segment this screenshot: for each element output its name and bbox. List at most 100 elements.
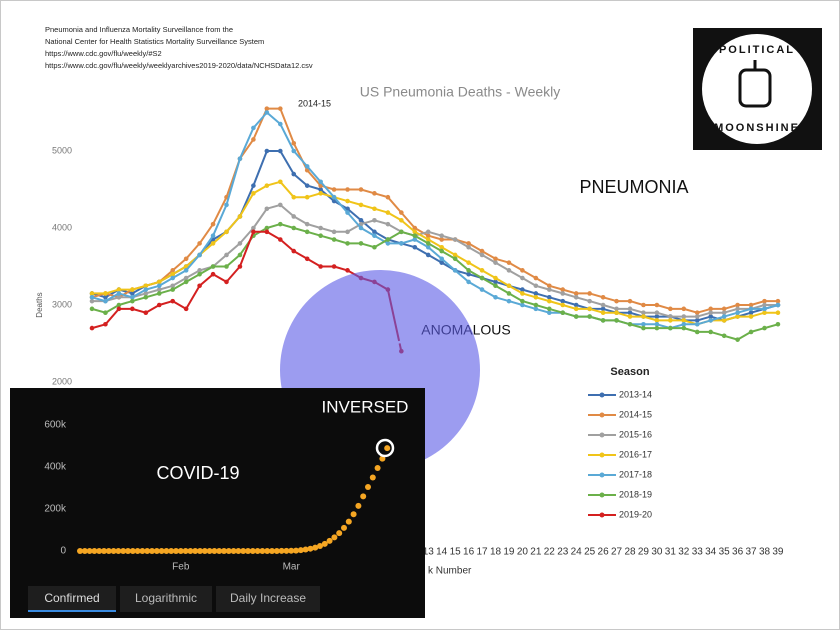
- data-point: [224, 279, 229, 285]
- data-point: [721, 333, 727, 339]
- x-tick-label: 14: [436, 547, 448, 558]
- data-point: [721, 306, 727, 312]
- chart-label: PNEUMONIA: [579, 177, 688, 197]
- data-point: [399, 210, 404, 215]
- x-tick-label: 22: [544, 547, 556, 558]
- tab-label[interactable]: Confirmed: [44, 591, 99, 605]
- data-point: [291, 171, 297, 177]
- inversed-label: INVERSED: [322, 397, 409, 416]
- data-point: [573, 295, 579, 300]
- data-point: [278, 202, 283, 208]
- data-point: [288, 547, 295, 554]
- data-point: [304, 221, 310, 227]
- data-point: [654, 302, 660, 308]
- data-point: [493, 279, 498, 285]
- data-point: [302, 546, 309, 553]
- data-point: [96, 548, 103, 554]
- data-point: [493, 260, 498, 265]
- data-point: [735, 314, 740, 319]
- y-tick-label: 600k: [44, 420, 67, 431]
- data-point: [264, 148, 270, 154]
- data-point: [197, 283, 202, 289]
- data-point: [297, 547, 304, 554]
- data-point: [587, 298, 592, 304]
- data-point: [129, 548, 136, 554]
- data-point: [506, 260, 512, 265]
- data-point: [291, 248, 297, 254]
- data-point: [149, 548, 155, 554]
- data-point: [452, 268, 458, 273]
- data-point: [654, 318, 660, 323]
- data-point: [533, 306, 539, 312]
- data-point: [143, 291, 149, 296]
- data-point: [304, 164, 310, 169]
- data-point: [600, 295, 606, 300]
- y-tick-label: 3000: [52, 299, 72, 309]
- data-point: [173, 548, 179, 554]
- data-point: [237, 252, 243, 258]
- data-point: [251, 191, 256, 196]
- data-point: [293, 547, 299, 554]
- data-point: [385, 237, 391, 242]
- data-point: [201, 548, 208, 554]
- x-tick-label: 24: [571, 547, 583, 558]
- data-point: [110, 548, 117, 554]
- x-tick-label: 31: [665, 547, 677, 558]
- data-point: [587, 306, 592, 312]
- data-point: [560, 291, 566, 296]
- data-point: [197, 268, 202, 273]
- data-point: [372, 244, 377, 250]
- data-point: [587, 291, 592, 296]
- tab-label[interactable]: Daily Increase: [230, 591, 306, 605]
- data-point: [183, 256, 189, 262]
- x-tick-label: 32: [678, 547, 690, 558]
- data-point: [103, 321, 108, 327]
- data-point: [735, 302, 740, 308]
- data-point: [708, 314, 713, 319]
- data-point: [156, 291, 162, 296]
- x-tick-label: 17: [476, 547, 488, 558]
- data-point: [694, 314, 700, 319]
- data-point: [230, 548, 237, 554]
- legend-label: 2015-16: [619, 429, 652, 439]
- tab-label[interactable]: Logarithmic: [135, 591, 197, 605]
- data-point: [170, 268, 175, 273]
- data-point: [654, 310, 660, 316]
- data-point: [130, 291, 135, 296]
- data-point: [77, 548, 83, 554]
- data-point: [168, 548, 175, 554]
- data-point: [466, 268, 471, 273]
- series-line: [91, 230, 403, 352]
- tab-bg[interactable]: [216, 586, 320, 612]
- data-point: [762, 310, 767, 316]
- data-point: [385, 194, 391, 200]
- x-tick-label: 25: [584, 547, 596, 558]
- data-point: [210, 271, 216, 277]
- data-point: [439, 256, 445, 262]
- source-line: Pneumonia and Influenza Mortality Survei…: [45, 25, 233, 34]
- data-point: [775, 321, 781, 327]
- data-point: [439, 237, 445, 242]
- data-point: [278, 148, 283, 154]
- tab-bg[interactable]: [28, 586, 116, 612]
- x-tick-label: 29: [638, 547, 650, 558]
- tab-bg[interactable]: [120, 586, 212, 612]
- data-point: [573, 306, 579, 312]
- data-point: [304, 183, 310, 188]
- data-point: [452, 256, 458, 262]
- data-point: [89, 306, 95, 312]
- data-point: [139, 548, 146, 554]
- x-tick-label: 33: [692, 547, 704, 558]
- x-tick-label: 27: [611, 547, 623, 558]
- data-point: [466, 260, 471, 265]
- data-point: [264, 110, 270, 115]
- series-line: [91, 150, 779, 322]
- data-point: [345, 241, 350, 246]
- logo: POLITICAL MOONSHINE: [693, 28, 822, 150]
- data-point: [412, 244, 418, 250]
- data-point: [170, 271, 175, 277]
- data-point: [183, 268, 189, 273]
- data-point: [251, 137, 256, 142]
- data-point: [237, 241, 243, 246]
- data-point: [681, 325, 687, 331]
